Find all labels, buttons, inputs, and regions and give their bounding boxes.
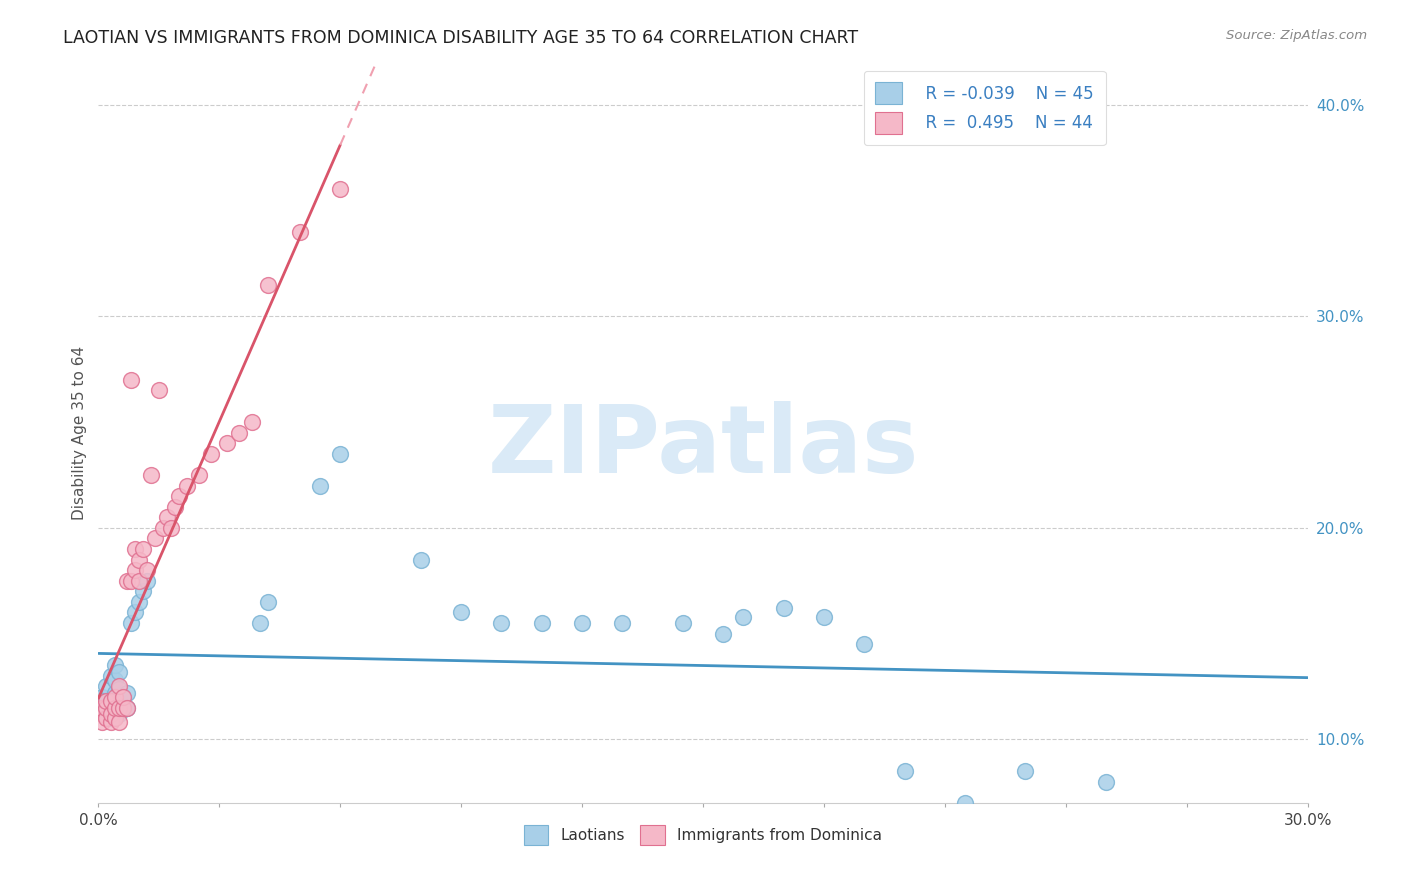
Point: [115, 574, 138, 588]
Point: [124, 606, 146, 620]
Point: [176, 478, 198, 492]
Point: [107, 700, 129, 714]
Point: [111, 700, 134, 714]
Point: [1095, 774, 1118, 789]
Point: [96, 680, 118, 694]
Point: [111, 690, 134, 704]
Point: [111, 700, 134, 714]
Point: [152, 521, 174, 535]
Point: [128, 574, 150, 588]
Point: [612, 615, 634, 630]
Point: [711, 626, 734, 640]
Point: [96, 694, 118, 708]
Point: [128, 595, 150, 609]
Point: [135, 574, 157, 588]
Point: [91, 690, 114, 704]
Point: [139, 467, 162, 482]
Point: [217, 436, 239, 450]
Point: [107, 680, 129, 694]
Point: [124, 541, 146, 556]
Point: [96, 700, 118, 714]
Point: [103, 711, 125, 725]
Point: [571, 615, 593, 630]
Point: [156, 510, 179, 524]
Point: [491, 615, 513, 630]
Point: [163, 500, 186, 514]
Point: [135, 563, 157, 577]
Point: [188, 467, 211, 482]
Point: [100, 715, 122, 730]
Point: [107, 706, 129, 721]
Point: [115, 700, 138, 714]
Point: [132, 541, 155, 556]
Point: [103, 686, 125, 700]
Point: [256, 595, 278, 609]
Point: [249, 615, 271, 630]
Point: [91, 715, 114, 730]
Point: [893, 764, 915, 778]
Text: Source: ZipAtlas.com: Source: ZipAtlas.com: [1226, 29, 1367, 43]
Point: [107, 665, 129, 679]
Point: [120, 373, 142, 387]
Point: [167, 489, 190, 503]
Point: [672, 615, 695, 630]
Point: [91, 700, 114, 714]
Point: [107, 681, 129, 696]
Point: [120, 615, 142, 630]
Point: [115, 686, 138, 700]
Text: ZIPatlas: ZIPatlas: [488, 401, 918, 493]
Point: [256, 277, 278, 292]
Point: [96, 694, 118, 708]
Point: [103, 658, 125, 673]
Point: [91, 700, 114, 714]
Point: [107, 715, 129, 730]
Point: [100, 706, 122, 721]
Point: [107, 694, 129, 708]
Point: [96, 706, 118, 721]
Point: [228, 425, 250, 440]
Point: [288, 225, 311, 239]
Point: [409, 552, 432, 566]
Point: [100, 694, 122, 708]
Point: [103, 673, 125, 687]
Point: [953, 796, 976, 810]
Legend: Laotians, Immigrants from Dominica: Laotians, Immigrants from Dominica: [517, 819, 889, 851]
Point: [100, 669, 122, 683]
Point: [128, 552, 150, 566]
Point: [111, 690, 134, 704]
Point: [120, 574, 142, 588]
Point: [124, 563, 146, 577]
Point: [813, 609, 835, 624]
Point: [240, 415, 263, 429]
Point: [309, 478, 332, 492]
Point: [132, 584, 155, 599]
Y-axis label: Disability Age 35 to 64: Disability Age 35 to 64: [72, 345, 87, 520]
Point: [450, 606, 472, 620]
Point: [103, 690, 125, 704]
Point: [329, 447, 352, 461]
Point: [772, 601, 794, 615]
Point: [100, 711, 122, 725]
Point: [103, 700, 125, 714]
Point: [200, 447, 222, 461]
Text: LAOTIAN VS IMMIGRANTS FROM DOMINICA DISABILITY AGE 35 TO 64 CORRELATION CHART: LAOTIAN VS IMMIGRANTS FROM DOMINICA DISA…: [63, 29, 859, 47]
Point: [148, 384, 170, 398]
Point: [160, 521, 183, 535]
Point: [103, 700, 125, 714]
Point: [733, 609, 755, 624]
Point: [115, 700, 138, 714]
Point: [96, 711, 118, 725]
Point: [1014, 764, 1036, 778]
Point: [329, 182, 352, 196]
Point: [91, 706, 114, 721]
Point: [100, 694, 122, 708]
Point: [530, 615, 553, 630]
Point: [853, 637, 876, 651]
Point: [143, 532, 166, 546]
